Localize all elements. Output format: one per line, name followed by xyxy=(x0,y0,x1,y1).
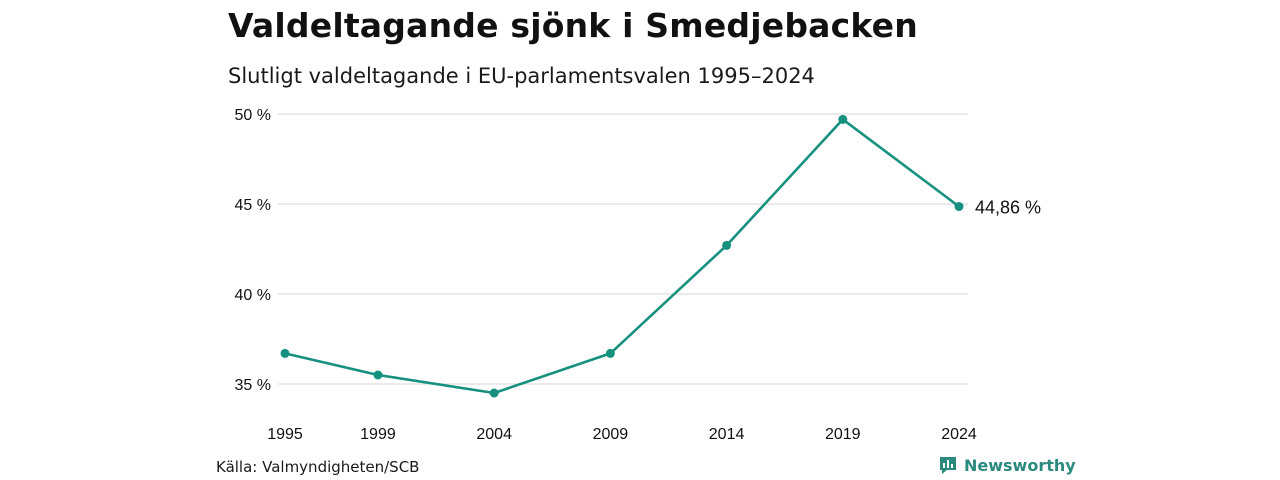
data-point xyxy=(605,348,615,358)
y-tick-label: 40 % xyxy=(235,287,271,304)
x-tick-label: 2004 xyxy=(476,426,512,443)
x-tick-label: 2019 xyxy=(825,426,861,443)
x-tick-label: 2009 xyxy=(593,426,629,443)
y-tick-label: 50 % xyxy=(235,107,271,124)
x-tick-label: 2024 xyxy=(941,426,977,443)
y-tick-label: 45 % xyxy=(235,197,271,214)
data-point xyxy=(280,348,290,358)
x-tick-label: 1999 xyxy=(360,426,396,443)
data-point xyxy=(838,114,848,124)
x-tick-label: 2014 xyxy=(709,426,745,443)
x-tick-label: 1995 xyxy=(267,426,303,443)
series-line xyxy=(284,118,960,395)
chart-title: Valdeltagande sjönk i Smedjebacken xyxy=(228,6,918,45)
brand-name: Newsworthy xyxy=(964,455,1076,475)
source-note: Källa: Valmyndigheten/SCB xyxy=(216,458,420,476)
data-point xyxy=(489,388,499,398)
y-tick-label: 35 % xyxy=(235,377,271,394)
bar-chart-icon xyxy=(940,457,956,474)
last-value-label: 44,86 % xyxy=(975,198,1041,218)
data-point xyxy=(954,202,964,212)
chart-subtitle: Slutligt valdeltagande i EU-parlamentsva… xyxy=(228,64,815,88)
newsworthy-logo: Newsworthy xyxy=(938,455,1076,475)
data-point xyxy=(373,370,383,380)
data-point xyxy=(722,240,732,250)
